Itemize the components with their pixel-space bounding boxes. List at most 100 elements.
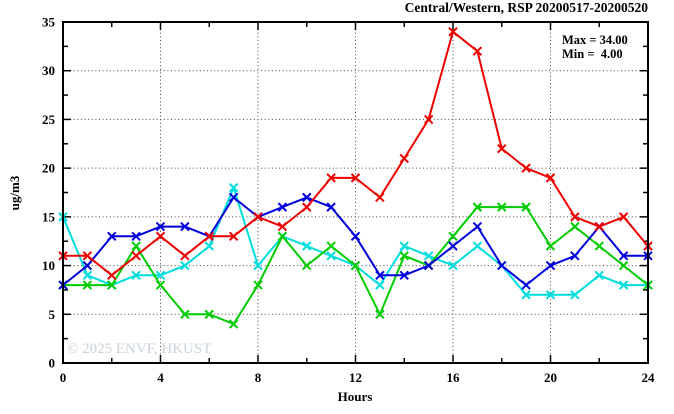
series-blue-line — [62, 196, 648, 287]
data-point-marker — [399, 270, 409, 281]
data-point-marker — [228, 182, 239, 193]
data-point-marker — [277, 202, 288, 212]
data-point-marker — [521, 280, 531, 290]
data-point-marker — [180, 251, 190, 261]
y-tick-label: 20 — [42, 161, 55, 176]
data-point-marker — [448, 260, 458, 271]
data-point-marker — [180, 260, 190, 271]
data-point-marker — [545, 173, 556, 183]
data-point-marker — [423, 251, 434, 261]
data-point-marker — [570, 251, 580, 261]
y-tick-label: 15 — [42, 209, 56, 224]
data-point-marker — [375, 270, 385, 281]
data-point-marker — [131, 241, 141, 251]
data-point-marker — [277, 231, 288, 242]
data-point-marker — [545, 290, 556, 300]
min-stat-label: Min = 4.00 — [562, 47, 623, 61]
data-point-marker — [399, 241, 409, 251]
data-point-marker — [302, 202, 312, 212]
data-point-marker — [448, 241, 458, 251]
series-cyan-line — [62, 186, 648, 296]
data-point-marker — [107, 280, 117, 290]
x-tick-label: 20 — [544, 370, 557, 385]
data-point-marker — [521, 202, 531, 212]
data-point-marker — [155, 221, 166, 232]
data-point-marker — [180, 221, 190, 232]
data-point-marker — [204, 241, 214, 251]
data-point-marker — [277, 221, 288, 232]
data-point-marker — [375, 309, 385, 319]
data-point-marker — [302, 241, 312, 251]
y-axis-label: ug/m3 — [7, 175, 22, 210]
data-point-marker — [375, 192, 385, 203]
data-point-marker — [204, 309, 214, 319]
data-point-marker — [155, 280, 166, 290]
data-point-marker — [545, 241, 556, 251]
data-point-marker — [472, 221, 483, 232]
data-point-marker — [350, 231, 361, 242]
data-point-marker — [350, 173, 361, 183]
data-point-marker — [253, 280, 263, 290]
data-point-marker — [594, 270, 604, 281]
data-point-marker — [228, 192, 239, 203]
x-tick-label: 4 — [157, 370, 164, 385]
data-point-marker — [423, 114, 434, 125]
data-point-marker — [326, 241, 336, 251]
data-point-marker — [82, 251, 93, 261]
data-point-marker — [326, 173, 336, 183]
data-point-marker — [107, 270, 117, 281]
data-point-marker — [472, 46, 483, 56]
data-point-marker — [423, 260, 434, 271]
data-point-marker — [155, 231, 166, 242]
data-point-marker — [521, 163, 531, 173]
tick-labels: 0 5 10 15 20 25 30 35 0 4 8 12 16 20 24 — [42, 15, 655, 386]
x-tick-label: 8 — [255, 370, 262, 385]
data-point-marker — [570, 212, 580, 222]
data-point-marker — [82, 280, 93, 290]
data-point-marker — [497, 202, 507, 212]
data-point-marker — [448, 231, 458, 242]
data-point-marker — [253, 212, 263, 222]
data-point-marker — [228, 231, 239, 242]
x-tick-label: 12 — [349, 370, 362, 385]
data-point-marker — [497, 260, 507, 271]
data-point-marker — [228, 319, 239, 329]
data-point-marker — [570, 290, 580, 300]
plot-frame — [62, 21, 649, 364]
data-point-marker — [618, 280, 629, 290]
data-point-marker — [399, 251, 409, 261]
data-series — [58, 27, 653, 329]
data-point-marker — [545, 260, 556, 271]
x-tick-label: 0 — [60, 370, 67, 385]
data-point-marker — [253, 260, 263, 271]
data-point-marker — [302, 260, 312, 271]
series-red — [58, 27, 653, 281]
data-point-marker — [521, 290, 531, 300]
x-tick-label: 24 — [642, 370, 656, 385]
data-point-marker — [497, 143, 507, 154]
data-point-marker — [302, 192, 312, 203]
data-point-marker — [131, 231, 141, 242]
watermark: © 2025 ENVF, HKUST — [67, 341, 211, 357]
y-tick-label: 5 — [49, 307, 56, 322]
data-point-marker — [618, 251, 629, 261]
data-point-marker — [155, 270, 166, 281]
y-tick-label: 30 — [42, 63, 55, 78]
y-tick-label: 0 — [49, 356, 56, 371]
y-tick-label: 35 — [42, 15, 56, 30]
data-point-marker — [350, 260, 361, 271]
data-point-marker — [399, 153, 409, 164]
chart-title: Central/Western, RSP 20200517-20200520 — [405, 0, 649, 15]
data-point-marker — [82, 260, 93, 271]
y-tick-label: 25 — [42, 112, 56, 127]
data-point-marker — [204, 231, 214, 242]
data-point-marker — [594, 241, 604, 251]
data-point-marker — [131, 251, 141, 261]
x-axis-label: Hours — [338, 389, 373, 404]
data-point-marker — [107, 231, 117, 242]
series-green — [58, 202, 653, 329]
data-point-marker — [375, 280, 385, 290]
data-point-marker — [326, 202, 336, 212]
